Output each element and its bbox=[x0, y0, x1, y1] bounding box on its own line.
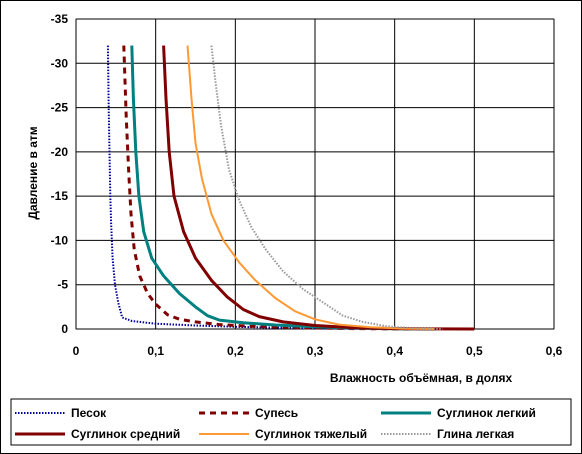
legend-box bbox=[10, 398, 572, 446]
series-line-1 bbox=[106, 45, 395, 330]
y-tick-label: -30 bbox=[51, 56, 69, 70]
x-tick-label: 0 bbox=[73, 344, 80, 358]
x-tick-label: 0,6 bbox=[546, 344, 563, 358]
grid bbox=[75, 18, 555, 330]
legend-label-5: Суглинок тяжелый bbox=[255, 427, 367, 441]
x-tick-label: 0,5 bbox=[466, 344, 483, 358]
tick-labels: 0 0,1 0,2 0,3 0,4 0,5 0,6 -35 -30 -25 -20 -15 -10 -5 0 bbox=[51, 12, 563, 358]
legend-label-6: Глина легкая bbox=[437, 427, 514, 441]
y-tick-label: -10 bbox=[51, 233, 69, 247]
legend-label-4: Суглинок средний bbox=[71, 427, 180, 441]
x-axis-title: Влажность объёмная, в долях bbox=[330, 371, 513, 385]
x-tick-label: 0,2 bbox=[227, 344, 244, 358]
x-tick-label: 0,4 bbox=[386, 344, 403, 358]
legend-label-3: Суглинок легкий bbox=[437, 406, 536, 420]
y-tick-label: -25 bbox=[51, 101, 69, 115]
series-line-2 bbox=[122, 45, 411, 331]
y-tick-label: -5 bbox=[57, 278, 68, 292]
series-line-5 bbox=[186, 45, 435, 330]
y-axis-title: Давление в атм bbox=[26, 126, 40, 219]
legend-label-1: Песок bbox=[71, 406, 107, 420]
y-tick-label: -20 bbox=[51, 145, 69, 159]
legend: Песок Супесь Суглинок легкий Суглинок средн… bbox=[10, 398, 572, 446]
series-layer bbox=[106, 45, 475, 331]
x-tick-label: 0,3 bbox=[307, 344, 324, 358]
x-tick-label: 0,1 bbox=[147, 344, 164, 358]
legend-label-2: Супесь bbox=[255, 406, 298, 420]
y-tick-label: -15 bbox=[51, 189, 69, 203]
y-tick-label: 0 bbox=[61, 322, 68, 336]
y-tick-label: -35 bbox=[51, 12, 69, 26]
